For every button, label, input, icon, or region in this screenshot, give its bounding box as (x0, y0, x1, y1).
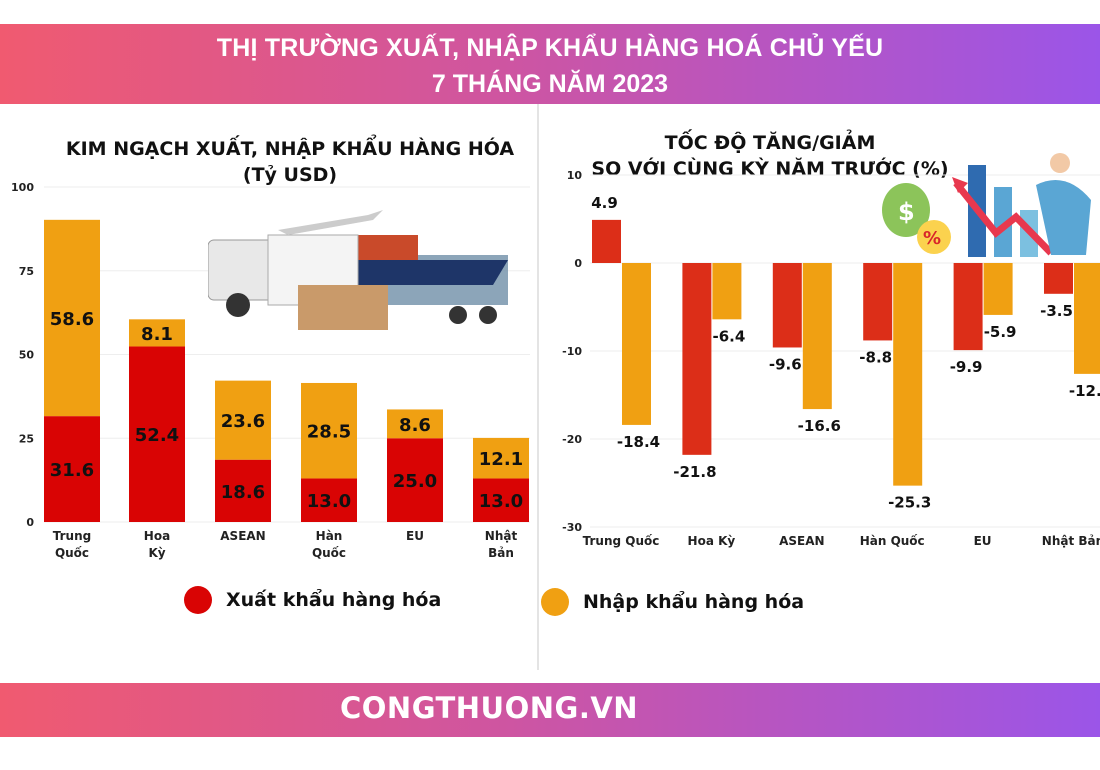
x-tick-label: Nhật (485, 529, 518, 543)
svg-text:%: % (923, 228, 941, 249)
x-tick-label: Hoa (144, 529, 170, 543)
page-title-line2: 7 THÁNG NĂM 2023 (431, 70, 669, 98)
x-tick-label: Hoa Kỳ (688, 534, 736, 548)
bar-export-growth (953, 263, 983, 351)
data-label-import: 8.6 (399, 415, 431, 436)
data-label-import-growth: -5.9 (984, 323, 1017, 341)
y-tick-label: 10 (567, 169, 583, 182)
y-tick-label: -20 (562, 433, 582, 446)
data-label-import-growth: -18.4 (617, 433, 660, 451)
left-chart-title-text: KIM NGẠCH XUẤT, NHẬP KHẨU HÀNG HÓA (65, 138, 515, 160)
data-label-export: 13.0 (479, 491, 523, 512)
x-tick-label: ASEAN (220, 529, 265, 543)
x-tick-label: Hàn (316, 529, 343, 543)
bar-import (473, 437, 529, 479)
x-tick-label: Bản (488, 546, 514, 560)
x-tick-label: ASEAN (779, 534, 824, 548)
bar-export (301, 478, 357, 522)
bar-import (387, 409, 443, 439)
bar-import-growth (802, 263, 832, 410)
y-tick-label: 50 (19, 349, 35, 362)
x-tick-label: Trung (53, 529, 91, 543)
x-tick-label: Quốc (55, 546, 89, 560)
legend-import: Nhập khẩu hàng hóa (541, 588, 804, 616)
bar-import-growth (1074, 263, 1100, 374)
y-tick-label: 25 (19, 432, 34, 445)
bar-import-growth (983, 263, 1013, 315)
data-label-import-growth: -16.6 (798, 417, 841, 435)
data-label-export-growth: -3.5 (1040, 302, 1073, 320)
bar-import-growth (893, 263, 923, 486)
x-tick-label: Hàn Quốc (860, 534, 925, 548)
bar-import-growth (712, 263, 742, 320)
y-tick-label: 0 (574, 257, 582, 270)
left-chart-title: KIM NGẠCH XUẤT, NHẬP KHẨU HÀNG HÓA (Tỷ U… (40, 136, 540, 188)
bar-export (473, 478, 529, 522)
data-label-export-growth: 4.9 (591, 194, 618, 212)
page-title-line1: THỊ TRƯỜNG XUẤT, NHẬP KHẨU HÀNG HOÁ CHỦ … (216, 34, 884, 62)
bar-import (301, 382, 357, 479)
data-label-export: 13.0 (307, 491, 351, 512)
left-chart-unit: (Tỷ USD) (242, 164, 338, 186)
y-tick-label: 100 (11, 181, 34, 194)
bar-import (44, 219, 100, 417)
bar-export (387, 438, 443, 522)
data-label-import-growth: -6.4 (712, 327, 745, 345)
bar-import (215, 380, 271, 460)
x-tick-label: Quốc (312, 546, 346, 560)
data-label-export-growth: -9.6 (769, 355, 802, 373)
data-label-import: 8.1 (141, 324, 173, 345)
data-label-import: 12.1 (479, 449, 523, 470)
data-label-export: 18.6 (221, 482, 265, 503)
x-tick-label: EU (406, 529, 424, 543)
x-tick-label: Kỳ (148, 546, 165, 560)
data-label-import: 58.6 (50, 309, 94, 330)
bar-export-growth (772, 263, 802, 348)
bar-export-growth (863, 263, 893, 341)
bar-import-growth (622, 263, 651, 425)
business-growth-illustration: $ % (882, 153, 1091, 257)
legend-export-swatch (184, 586, 212, 614)
svg-text:$: $ (898, 198, 915, 226)
y-tick-label: 0 (26, 516, 34, 529)
data-label-import: 23.6 (221, 411, 265, 432)
bar-export-growth (682, 263, 712, 455)
logistics-illustration (208, 210, 508, 330)
bar-export-growth (592, 219, 621, 263)
data-label-import-growth: -12.6 (1069, 382, 1100, 400)
data-label-export: 25.0 (393, 471, 437, 492)
x-tick-label: Trung Quốc (583, 534, 660, 548)
y-tick-label: -30 (562, 521, 582, 534)
footer-brand: CONGTHUONG.VN (340, 691, 639, 725)
data-label-export-growth: -8.8 (859, 348, 892, 366)
legend-export-label: Xuất khẩu hàng hóa (226, 589, 442, 611)
data-label-export-growth: -9.9 (950, 358, 983, 376)
x-tick-label: EU (974, 534, 992, 548)
header-banner: THỊ TRƯỜNG XUẤT, NHẬP KHẨU HÀNG HOÁ CHỦ … (0, 24, 1100, 104)
bar-export (44, 416, 100, 522)
footer-banner: CONGTHUONG.VN (0, 683, 1100, 737)
legend-import-swatch (541, 588, 569, 616)
data-label-import: 28.5 (307, 422, 351, 443)
bar-import (129, 319, 185, 347)
bar-export-growth (1044, 263, 1073, 294)
y-tick-label: -10 (562, 345, 582, 358)
left-stacked-bar-chart: 0 25 50 75 100 31.6 58.6 Trung Quốc 52.4 8.1 Hoa Kỳ 1… (11, 181, 530, 560)
right-chart-title-text: TỐC ĐỘ TĂNG/GIẢM (664, 132, 876, 154)
bar-export (129, 346, 185, 522)
data-label-export: 31.6 (50, 460, 94, 481)
data-label-export-growth: -21.8 (673, 463, 716, 481)
panel-divider (537, 104, 539, 670)
bar-export (215, 459, 271, 522)
legend-export: Xuất khẩu hàng hóa (184, 586, 441, 614)
x-tick-label: Nhật Bản (1042, 534, 1100, 548)
legend-import-label: Nhập khẩu hàng hóa (583, 591, 805, 613)
data-label-export: 52.4 (135, 425, 179, 446)
right-growth-bar-chart: 10 0 -10 -20 -30 4.9 -18.4 Trung Quốc -21.8 -6.4 H… (562, 169, 1100, 548)
data-label-import-growth: -25.3 (888, 494, 931, 512)
y-tick-label: 75 (19, 265, 34, 278)
